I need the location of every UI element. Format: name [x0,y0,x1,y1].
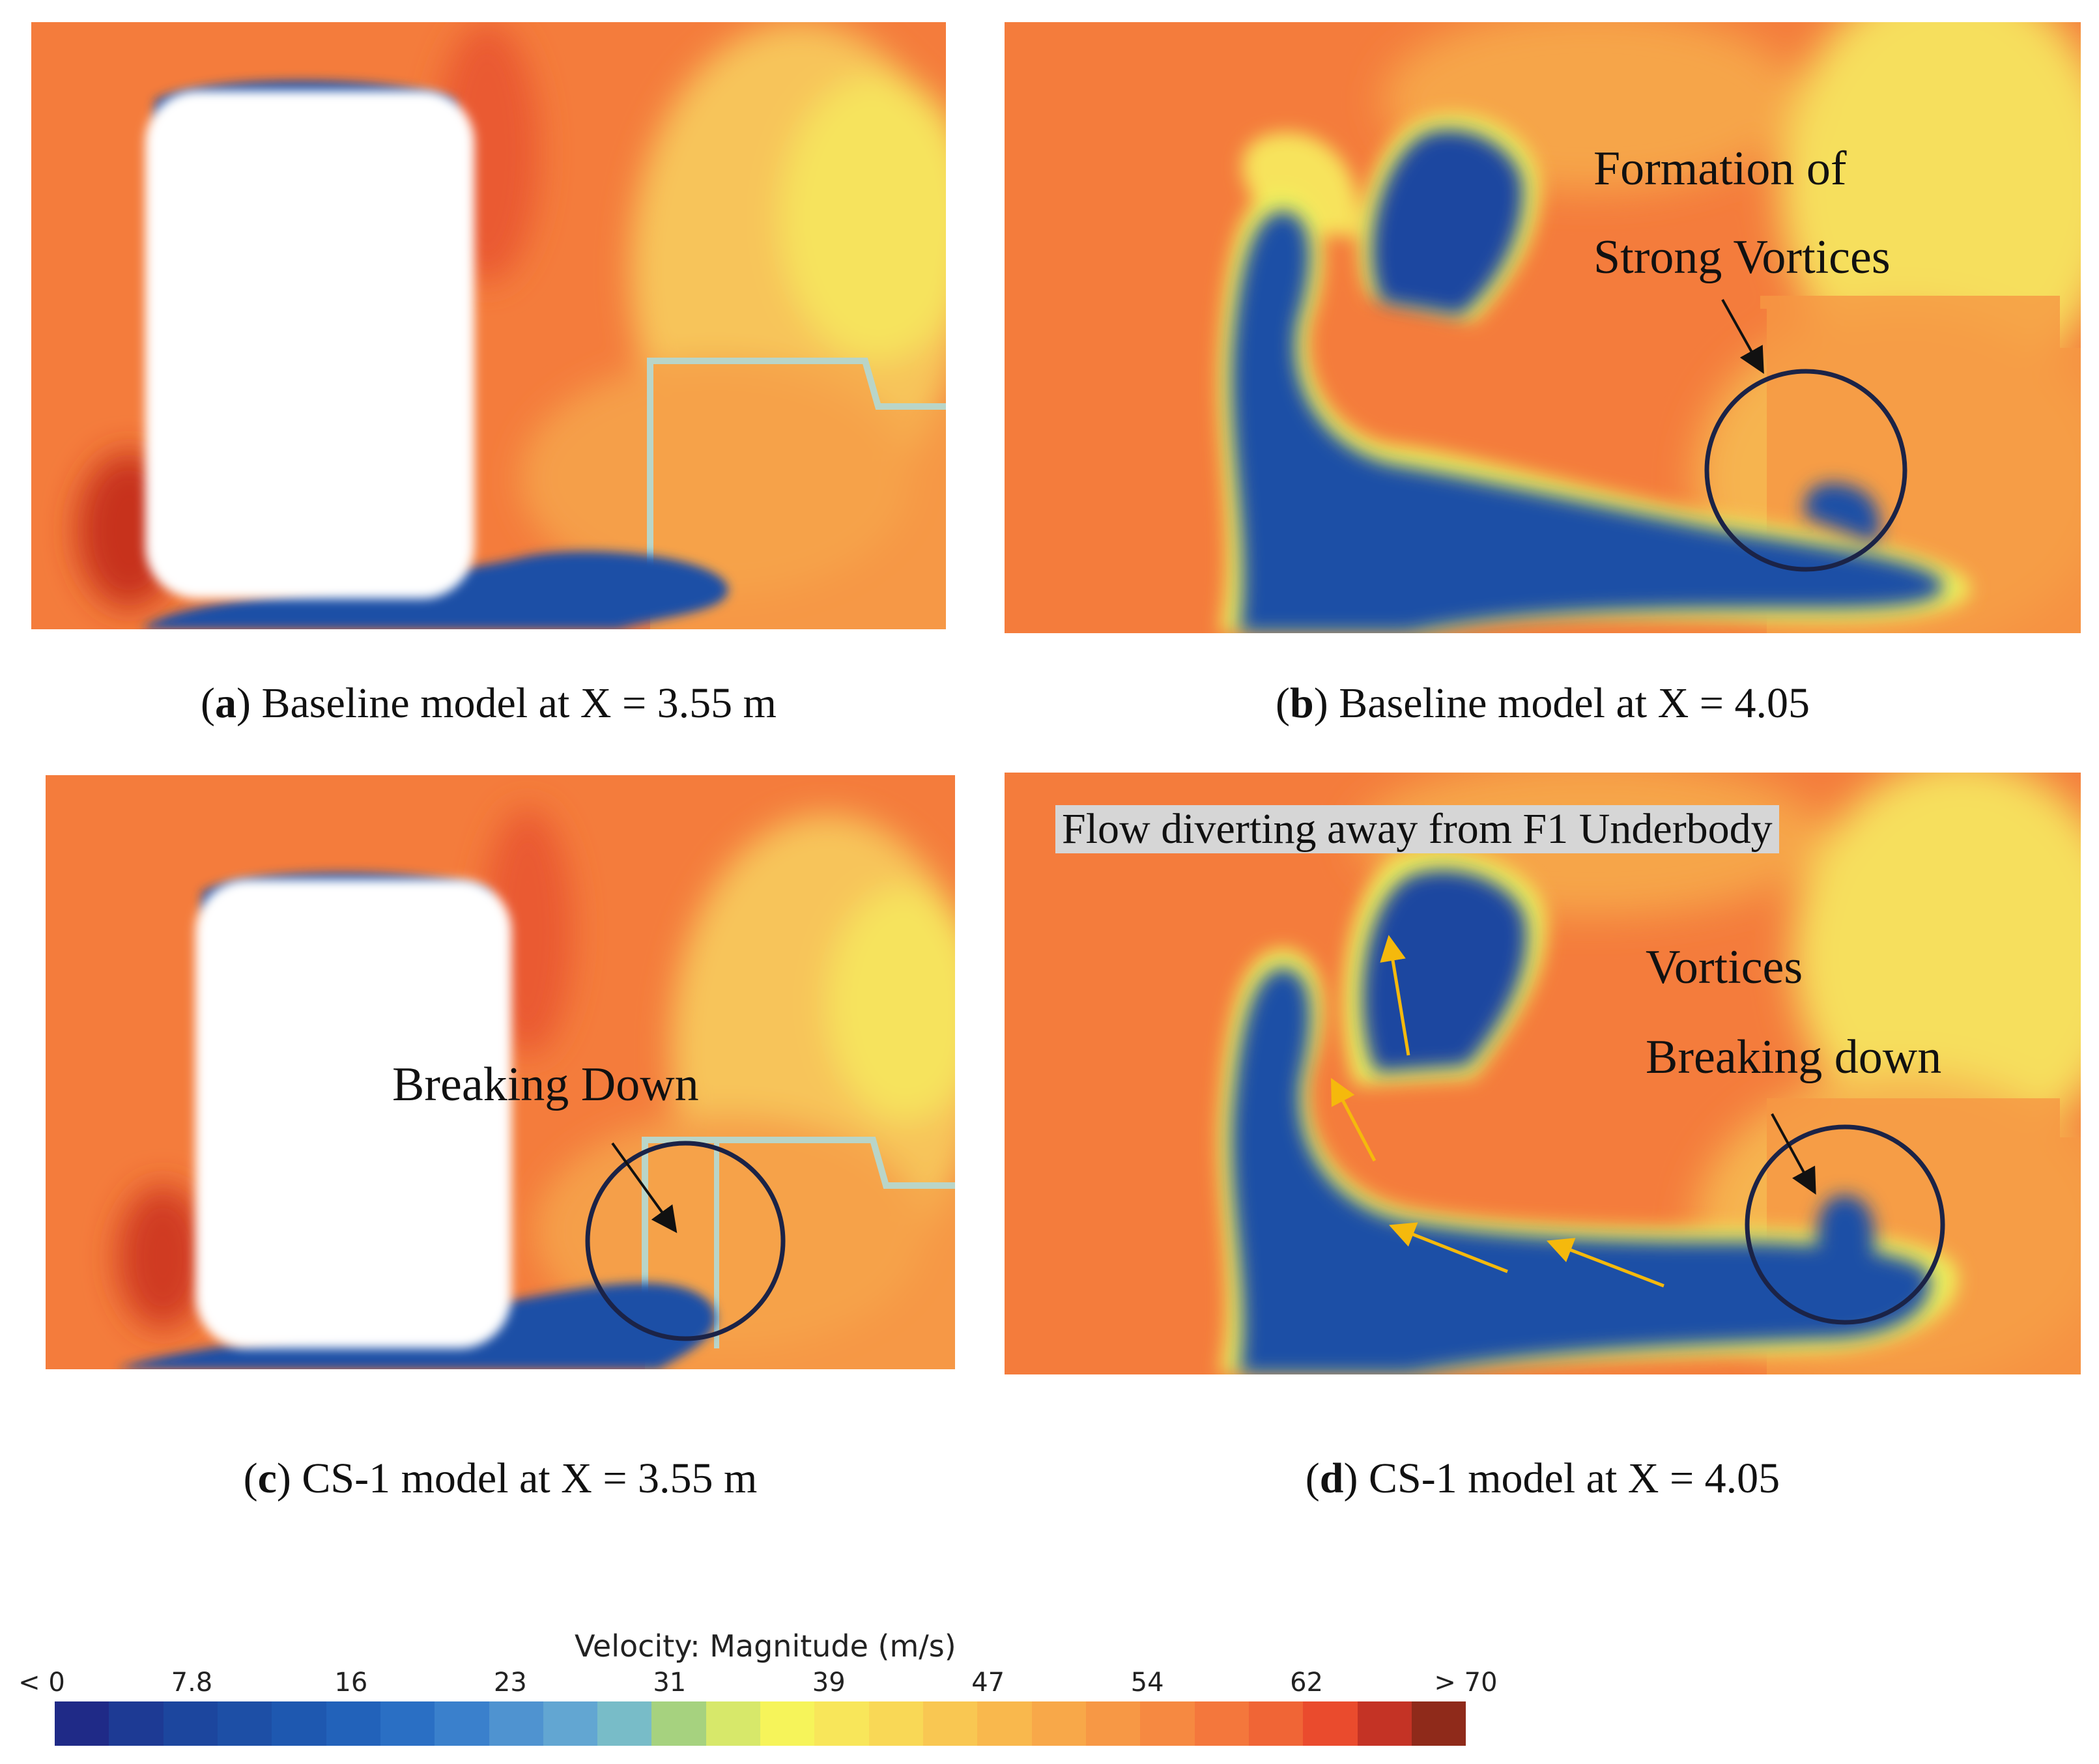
colorbar-swatch-2 [163,1701,218,1746]
legend-tick-label: 62 [1290,1668,1323,1698]
colorbar-swatch-4 [272,1701,326,1746]
annotation-flow-diverting-banner: Flow diverting away from F1 Underbody [1055,805,1779,853]
caption-d: (d) CS-1 model at X = 4.05 [1305,1455,1780,1502]
colorbar-swatch-5 [326,1701,380,1746]
annotation-formation-line1: Formation of [1593,142,1847,195]
colorbar-swatch-17 [977,1701,1032,1746]
pointer-arrow-d [1771,1113,1816,1195]
legend-tick-label: 54 [1130,1668,1164,1698]
flow-arrows-d [1331,935,1664,1288]
legend-colorbar [55,1701,1466,1746]
contour-panel-c [46,775,955,1369]
annotation-breaking-down-c: Breaking Down [392,1058,699,1111]
caption-a: (a) Baseline model at X = 3.55 m [200,679,777,727]
contour-plot-a [31,22,946,629]
legend-tick-label: 31 [653,1668,687,1698]
annotation-formation-line2: Strong Vortices [1593,231,1891,284]
colorbar-swatch-20 [1140,1701,1195,1746]
colorbar-swatch-14 [814,1701,869,1746]
legend-tick-label: < 0 [18,1668,65,1698]
legend-tick-label: 47 [971,1668,1005,1698]
colorbar-swatch-13 [760,1701,815,1746]
colorbar-swatch-6 [380,1701,435,1746]
annotation-vortices-d: Vortices [1646,941,1803,994]
colorbar-swatch-11 [651,1701,706,1746]
pointer-arrow-b [1721,299,1764,374]
legend-title: Velocity: Magnitude (m/s) [575,1629,956,1664]
legend-tick-label: 16 [334,1668,368,1698]
colorbar-swatch-24 [1357,1701,1412,1746]
legend-tick-label: 39 [812,1668,846,1698]
contour-panel-d [1005,773,2081,1374]
colorbar-swatch-7 [435,1701,489,1746]
legend-tick-label: 23 [493,1668,527,1698]
colorbar-swatch-21 [1194,1701,1249,1746]
vortex-circle-b [1704,369,1907,572]
contour-panel-a [31,22,946,629]
colorbar-swatch-25 [1411,1701,1466,1746]
caption-b: (b) Baseline model at X = 4.05 [1276,679,1810,727]
vortex-circle-d [1745,1124,1945,1325]
colorbar-swatch-18 [1031,1701,1086,1746]
colorbar-swatch-12 [706,1701,761,1746]
colorbar-swatch-1 [109,1701,164,1746]
annotation-breaking-down-d: Breaking down [1646,1031,1942,1084]
contour-panel-b [1005,22,2081,633]
vortex-circle-c [585,1141,786,1341]
legend-tick-label: 7.8 [171,1668,213,1698]
colorbar-swatch-3 [217,1701,272,1746]
colorbar-swatch-10 [597,1701,652,1746]
colorbar-swatch-19 [1085,1701,1141,1746]
colorbar-swatch-0 [55,1701,109,1746]
colorbar-swatch-23 [1303,1701,1358,1746]
contour-plot-d [1005,773,2081,1374]
colorbar-swatch-16 [923,1701,978,1746]
colorbar-swatch-8 [489,1701,543,1746]
contour-plot-c [46,775,955,1369]
legend-tick-label: > 70 [1434,1668,1498,1698]
colorbar-swatch-22 [1248,1701,1304,1746]
colorbar-swatch-15 [868,1701,923,1746]
contour-plot-b [1005,22,2081,633]
pointer-arrow-c [611,1142,678,1233]
colorbar-swatch-9 [543,1701,598,1746]
caption-c: (c) CS-1 model at X = 3.55 m [243,1455,758,1502]
